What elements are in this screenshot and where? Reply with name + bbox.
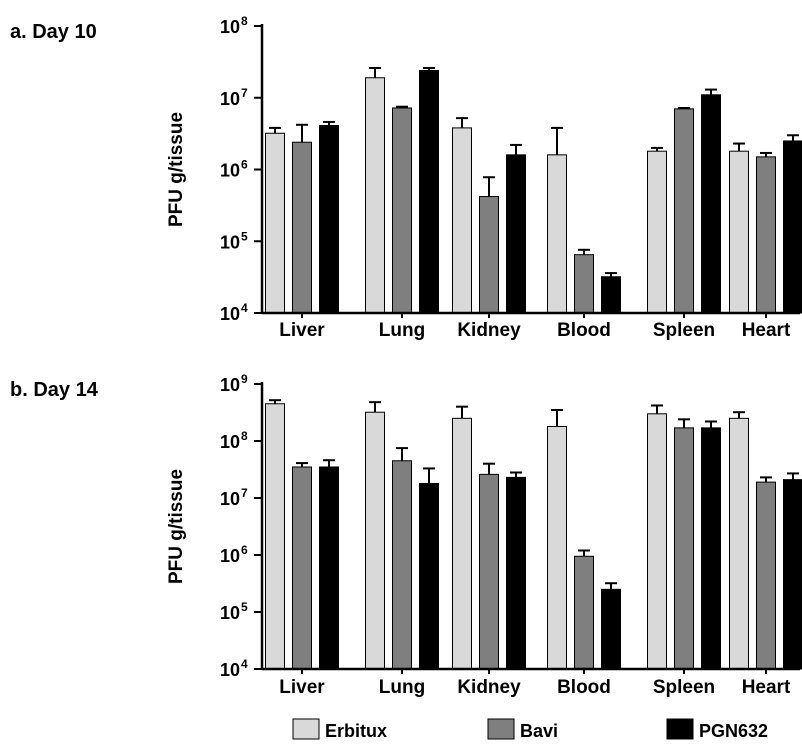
bar-bavi-blood bbox=[574, 555, 594, 670]
bar-bavi-heart bbox=[756, 481, 776, 670]
panel-day-14: b. Day 14 PFU g/tissue Liver Lung Kidney Bloo… bbox=[10, 372, 802, 698]
legend: Erbitux Bavi PGN632 bbox=[292, 718, 768, 741]
y-tick-label: 10 bbox=[220, 304, 240, 324]
y-tick-label: 10 bbox=[220, 432, 240, 452]
y-tick-label: 10 bbox=[220, 17, 240, 37]
bar-pgn632-spleen bbox=[701, 427, 721, 670]
y-tick-label: 10 bbox=[220, 603, 240, 623]
y-axis-label: PFU g/tissue bbox=[166, 112, 187, 227]
bar-erbitux-lung bbox=[365, 411, 385, 670]
x-tick-label: Liver bbox=[279, 677, 325, 698]
y-tick-label: 10 bbox=[220, 89, 240, 109]
bar-bavi-blood bbox=[574, 254, 594, 314]
y-tick-exponent: 4 bbox=[241, 657, 248, 671]
bar-pgn632-lung bbox=[419, 69, 439, 314]
bar-bavi-kidney bbox=[479, 473, 499, 670]
bar-bavi-spleen bbox=[674, 108, 694, 314]
bar-pgn632-spleen bbox=[701, 94, 721, 314]
bar-bavi-lung bbox=[392, 460, 412, 670]
bar-erbitux-blood bbox=[547, 425, 567, 670]
bar-erbitux-heart bbox=[729, 417, 749, 670]
y-tick-exponent: 5 bbox=[241, 600, 248, 614]
bar-erbitux-blood bbox=[547, 154, 567, 314]
x-tick-label: Heart bbox=[742, 320, 791, 341]
bar-bavi-liver bbox=[292, 141, 312, 314]
x-tick-label: Lung bbox=[379, 320, 425, 341]
bar-erbitux-lung bbox=[365, 77, 385, 314]
bar-pgn632-heart bbox=[783, 140, 802, 314]
y-tick-exponent: 8 bbox=[241, 14, 248, 28]
x-tick-label: Spleen bbox=[653, 320, 715, 341]
x-tick-label: Spleen bbox=[653, 677, 715, 698]
x-tick-label: Liver bbox=[279, 320, 325, 341]
y-tick-label: 10 bbox=[220, 232, 240, 252]
bar-bavi-spleen bbox=[674, 427, 694, 670]
y-axis-label: PFU g/tissue bbox=[166, 469, 187, 584]
x-tick-label: Kidney bbox=[457, 677, 521, 698]
y-tick-label: 10 bbox=[220, 660, 240, 680]
x-tick-label: Heart bbox=[742, 677, 791, 698]
y-tick-label: 10 bbox=[220, 489, 240, 509]
bar-erbitux-spleen bbox=[647, 413, 667, 670]
legend-label-bavi: Bavi bbox=[520, 721, 558, 741]
bar-bavi-liver bbox=[292, 466, 312, 670]
y-tick-label: 10 bbox=[220, 546, 240, 566]
y-tick-exponent: 7 bbox=[241, 86, 248, 100]
bar-erbitux-heart bbox=[729, 150, 749, 314]
y-tick-exponent: 4 bbox=[241, 301, 248, 315]
bar-pgn632-blood bbox=[601, 588, 621, 670]
bar-pgn632-kidney bbox=[506, 476, 526, 670]
bar-pgn632-kidney bbox=[506, 154, 526, 314]
bar-erbitux-kidney bbox=[452, 127, 472, 314]
bar-pgn632-heart bbox=[783, 479, 802, 670]
panel-day-10: a. Day 10 PFU g/tissue Liver Lung Kidney Bloo… bbox=[10, 14, 802, 341]
bar-erbitux-spleen bbox=[647, 150, 667, 314]
bar-erbitux-kidney bbox=[452, 417, 472, 670]
bar-pgn632-liver bbox=[319, 466, 339, 670]
bar-pgn632-blood bbox=[601, 276, 621, 314]
bar-bavi-kidney bbox=[479, 196, 499, 314]
y-tick-label: 10 bbox=[220, 375, 240, 395]
legend-label-erbitux: Erbitux bbox=[325, 721, 387, 741]
bar-erbitux-liver bbox=[265, 132, 285, 314]
y-tick-exponent: 9 bbox=[241, 372, 248, 386]
legend-swatch-pgn632 bbox=[666, 718, 694, 740]
y-tick-exponent: 5 bbox=[241, 229, 248, 243]
y-tick-label: 10 bbox=[220, 161, 240, 181]
bar-pgn632-liver bbox=[319, 125, 339, 314]
x-tick-label: Lung bbox=[379, 677, 425, 698]
x-tick-label: Kidney bbox=[457, 320, 521, 341]
legend-swatch-bavi bbox=[487, 718, 515, 740]
bar-pgn632-lung bbox=[419, 482, 439, 670]
bar-erbitux-liver bbox=[265, 403, 285, 670]
bar-bavi-heart bbox=[756, 156, 776, 314]
legend-label-pgn632: PGN632 bbox=[699, 721, 768, 741]
y-tick-exponent: 7 bbox=[241, 486, 248, 500]
y-tick-exponent: 8 bbox=[241, 429, 248, 443]
panel-label: a. Day 10 bbox=[10, 21, 97, 43]
y-tick-exponent: 6 bbox=[241, 158, 248, 172]
x-tick-label: Blood bbox=[557, 677, 611, 698]
panel-label: b. Day 14 bbox=[10, 379, 99, 401]
y-tick-exponent: 6 bbox=[241, 543, 248, 557]
x-tick-label: Blood bbox=[557, 320, 611, 341]
legend-swatch-erbitux bbox=[292, 718, 320, 740]
bar-bavi-lung bbox=[392, 107, 412, 314]
